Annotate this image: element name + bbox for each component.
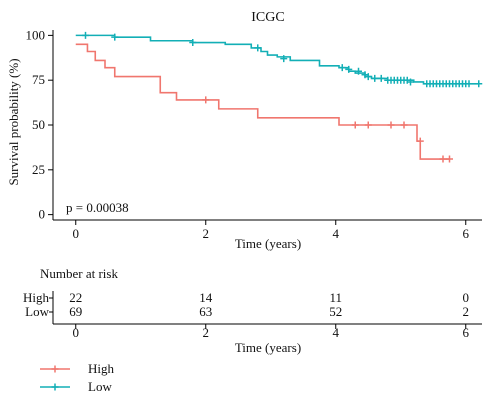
legend-label-low: Low — [88, 379, 112, 394]
censor-mark-low — [189, 39, 197, 47]
censor-mark-low — [355, 67, 362, 75]
censor-mark-low — [338, 64, 346, 72]
risk-count: 2 — [463, 304, 470, 319]
x-tick-label: 4 — [333, 226, 340, 241]
legend-marker-low — [51, 383, 59, 391]
y-tick-label: 75 — [32, 72, 45, 87]
risk-count: 22 — [69, 290, 82, 305]
risk-x-tick-label: 6 — [463, 325, 470, 340]
censor-mark-high — [351, 121, 359, 129]
censor-mark-low — [280, 55, 288, 63]
risk-count: 0 — [463, 290, 470, 305]
censor-mark-low — [111, 33, 119, 41]
risk-x-axis-label: Time (years) — [235, 340, 301, 355]
risk-row-label: High — [23, 290, 50, 305]
y-tick-label: 0 — [39, 207, 46, 222]
censor-mark-high — [439, 155, 447, 163]
x-axis-label: Time (years) — [235, 236, 301, 251]
censor-mark-high — [446, 155, 453, 163]
censor-mark-high — [387, 121, 395, 129]
y-tick-label: 100 — [26, 27, 46, 42]
survival-curve-low — [75, 34, 479, 85]
censor-mark-low — [465, 80, 473, 88]
risk-row-label: Low — [25, 304, 49, 319]
x-tick-label: 2 — [203, 226, 210, 241]
y-tick-label: 25 — [32, 162, 45, 177]
censor-mark-low — [475, 80, 483, 88]
p-value-annotation: p = 0.00038 — [66, 200, 129, 215]
survival-curve-high — [75, 43, 450, 160]
x-tick-label: 0 — [73, 226, 80, 241]
risk-x-tick-label: 2 — [203, 325, 210, 340]
risk-table-title: Number at risk — [40, 266, 118, 281]
censor-mark-low — [364, 73, 372, 81]
risk-count: 52 — [329, 304, 342, 319]
censor-mark-low — [371, 74, 379, 82]
risk-count: 14 — [199, 290, 213, 305]
risk-count: 69 — [69, 304, 82, 319]
risk-count: 11 — [329, 290, 342, 305]
censor-mark-low — [254, 44, 262, 52]
risk-x-tick-label: 4 — [333, 325, 340, 340]
y-tick-label: 50 — [32, 117, 45, 132]
censor-mark-low — [407, 78, 414, 86]
censor-mark-high — [416, 137, 424, 145]
chart-title: ICGC — [251, 10, 284, 25]
censor-mark-high — [364, 121, 372, 129]
censor-mark-high — [202, 96, 210, 104]
censor-mark-high — [400, 121, 408, 129]
censor-mark-low — [377, 74, 385, 82]
y-axis-label: Survival probability (%) — [6, 58, 21, 185]
legend-marker-high — [51, 365, 59, 373]
x-tick-label: 6 — [463, 226, 470, 241]
legend-label-high: High — [88, 361, 115, 376]
risk-x-tick-label: 0 — [73, 325, 80, 340]
censor-mark-low — [345, 65, 353, 73]
risk-count: 63 — [199, 304, 212, 319]
censor-mark-low — [82, 31, 89, 39]
